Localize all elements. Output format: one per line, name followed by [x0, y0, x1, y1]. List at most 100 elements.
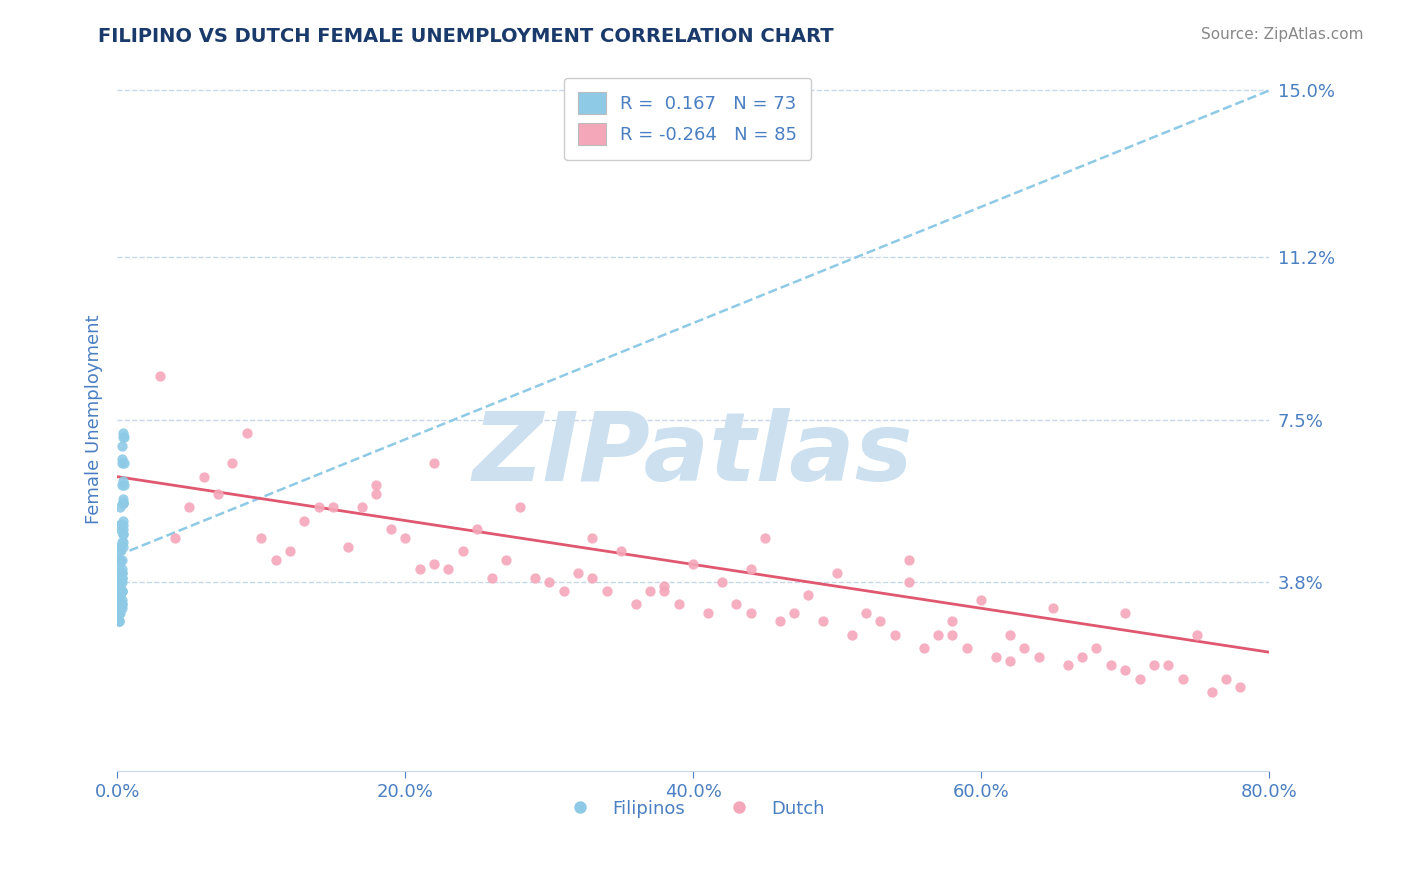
Point — [250, 531, 273, 545]
Point — [107, 592, 129, 607]
Point — [110, 597, 132, 611]
Point — [110, 601, 132, 615]
Point — [380, 522, 402, 536]
Point — [108, 517, 131, 532]
Point — [567, 566, 589, 581]
Point — [668, 597, 690, 611]
Point — [394, 531, 416, 545]
Point — [149, 368, 172, 383]
Point — [108, 540, 131, 554]
Point — [797, 588, 820, 602]
Text: Source: ZipAtlas.com: Source: ZipAtlas.com — [1201, 27, 1364, 42]
Point — [740, 606, 762, 620]
Point — [107, 606, 129, 620]
Point — [322, 500, 344, 515]
Point — [869, 615, 891, 629]
Point — [596, 583, 619, 598]
Point — [423, 558, 446, 572]
Point — [110, 571, 132, 585]
Point — [1028, 649, 1050, 664]
Point — [1157, 658, 1180, 673]
Point — [111, 535, 134, 549]
Point — [264, 553, 287, 567]
Point — [111, 522, 134, 536]
Point — [107, 597, 129, 611]
Point — [107, 606, 129, 620]
Point — [110, 553, 132, 567]
Point — [1071, 649, 1094, 664]
Point — [163, 531, 186, 545]
Point — [108, 553, 131, 567]
Point — [984, 649, 1007, 664]
Point — [553, 583, 575, 598]
Point — [112, 457, 135, 471]
Point — [108, 522, 131, 536]
Point — [825, 566, 848, 581]
Point — [107, 566, 129, 581]
Point — [193, 469, 215, 483]
Point — [108, 553, 131, 567]
Point — [111, 491, 134, 506]
Point — [111, 514, 134, 528]
Point — [740, 562, 762, 576]
Point — [610, 544, 633, 558]
Point — [111, 526, 134, 541]
Point — [108, 571, 131, 585]
Point — [221, 457, 243, 471]
Point — [883, 627, 905, 641]
Point — [107, 606, 129, 620]
Point — [110, 566, 132, 581]
Point — [111, 517, 134, 532]
Point — [108, 517, 131, 532]
Point — [107, 558, 129, 572]
Point — [898, 553, 921, 567]
Point — [179, 500, 201, 515]
Point — [110, 452, 132, 467]
Point — [207, 487, 229, 501]
Point — [927, 627, 949, 641]
Point — [111, 474, 134, 488]
Point — [998, 654, 1021, 668]
Point — [465, 522, 488, 536]
Point — [1056, 658, 1078, 673]
Point — [108, 571, 131, 585]
Point — [1014, 640, 1036, 655]
Point — [111, 496, 134, 510]
Point — [111, 496, 134, 510]
Point — [1201, 684, 1223, 698]
Point — [1099, 658, 1122, 673]
Point — [278, 544, 301, 558]
Point — [437, 562, 460, 576]
Point — [108, 574, 131, 589]
Point — [107, 615, 129, 629]
Point — [941, 627, 963, 641]
Point — [451, 544, 474, 558]
Point — [107, 592, 129, 607]
Point — [110, 478, 132, 492]
Point — [108, 588, 131, 602]
Point — [107, 583, 129, 598]
Point — [509, 500, 531, 515]
Point — [682, 558, 704, 572]
Point — [408, 562, 430, 576]
Point — [110, 571, 132, 585]
Point — [107, 566, 129, 581]
Point — [754, 531, 776, 545]
Point — [107, 588, 129, 602]
Point — [308, 500, 330, 515]
Point — [624, 597, 647, 611]
Legend: Filipinos, Dutch: Filipinos, Dutch — [554, 792, 832, 825]
Point — [811, 615, 834, 629]
Point — [1085, 640, 1108, 655]
Point — [236, 425, 259, 440]
Point — [112, 430, 135, 444]
Point — [110, 457, 132, 471]
Point — [110, 574, 132, 589]
Point — [1143, 658, 1166, 673]
Point — [725, 597, 748, 611]
Point — [1215, 672, 1237, 686]
Point — [366, 478, 388, 492]
Point — [696, 606, 718, 620]
Point — [1187, 627, 1209, 641]
Point — [538, 574, 561, 589]
